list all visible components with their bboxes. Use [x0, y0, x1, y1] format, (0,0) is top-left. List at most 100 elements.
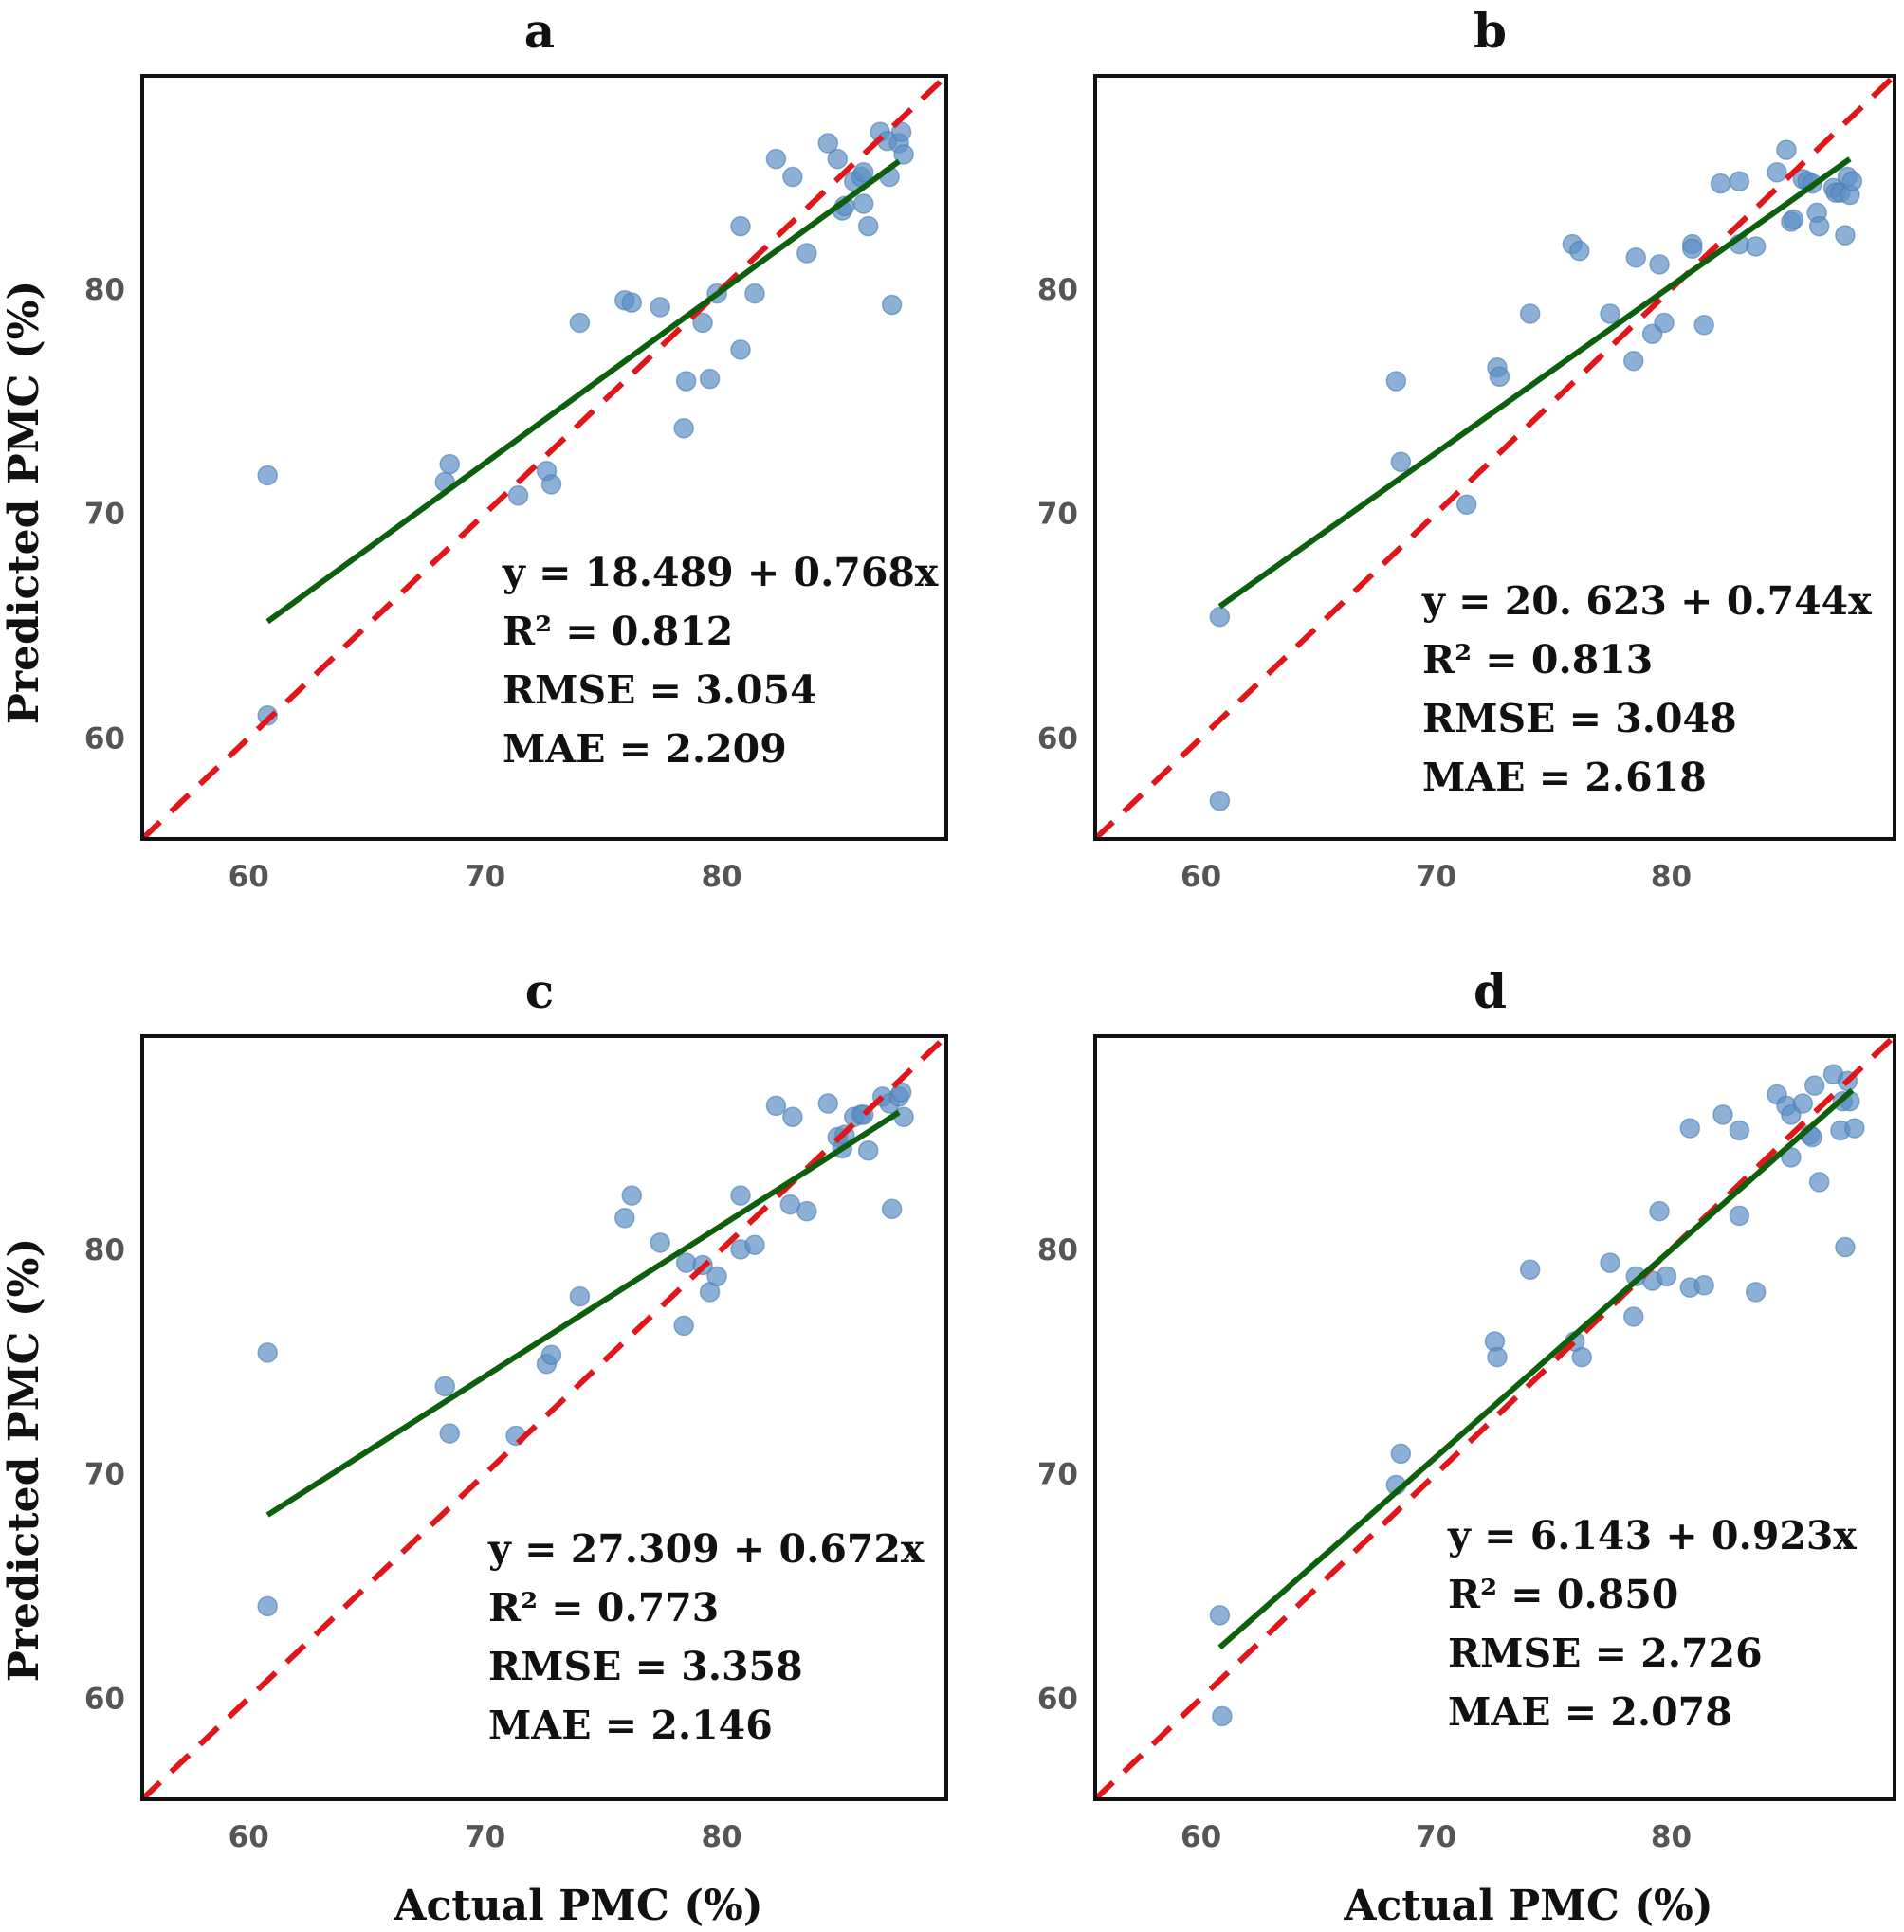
- panel-a-stat-1: R² = 0.812: [503, 609, 733, 654]
- panel-b-point-23: [1767, 162, 1787, 183]
- panel-d-plot-area: [1095, 1036, 1895, 1799]
- panel-d-point-18: [1712, 1104, 1733, 1125]
- panel-c-x-tick-70: 70: [465, 1820, 505, 1854]
- panel-c-point-19: [765, 1095, 787, 1117]
- panel-d-point-29: [1803, 1075, 1825, 1096]
- panel-a-point-12: [675, 371, 697, 392]
- panel-a-point-34: [881, 294, 903, 316]
- panel-d-y-tick-70: 70: [1037, 1458, 1078, 1492]
- panel-d-point-30: [1808, 1172, 1830, 1193]
- panel-d-point-0: [1209, 1605, 1231, 1626]
- panel-b-y-tick-80: 80: [1037, 273, 1078, 307]
- panel-c-point-18: [744, 1234, 765, 1255]
- panel-b: b 60 70 80 60 70 80 y = 20. 623 + 0.744x R² = 0.…: [1037, 3, 1896, 894]
- panel-b-stat-3: MAE = 2.618: [1422, 755, 1707, 800]
- panel-b-fit-line: [1217, 156, 1852, 610]
- panel-b-point-2: [1385, 371, 1407, 392]
- panel-a-x-tick-60: 60: [229, 860, 269, 894]
- panel-c-point-21: [782, 1106, 803, 1127]
- panel-a-point-10: [650, 297, 670, 318]
- panel-d-stat-2: RMSE = 2.726: [1448, 1631, 1763, 1676]
- panel-b-stat-1: R² = 0.813: [1422, 637, 1653, 683]
- panel-b-point-17: [1682, 238, 1703, 260]
- panel-b-point-24: [1776, 139, 1797, 160]
- panel-d-point-14: [1656, 1266, 1677, 1287]
- panel-b-point-12: [1625, 247, 1647, 268]
- panel-a-point-23: [827, 148, 849, 170]
- panel-a-stat-0: y = 18.489 + 0.768x: [502, 550, 939, 595]
- y-axis-title-top: Predicted PMC (%): [0, 281, 48, 725]
- panel-a-stat-3: MAE = 2.209: [503, 726, 787, 772]
- panel-c-point-17: [730, 1185, 751, 1206]
- y-axis-title-bottom: Predicted PMC (%): [0, 1238, 48, 1683]
- x-axis-title-left: Actual PMC (%): [393, 1882, 762, 1930]
- panel-a-point-29: [852, 193, 874, 214]
- panel-b-stat-2: RMSE = 3.048: [1422, 696, 1737, 741]
- panel-a-point-6: [540, 474, 562, 495]
- panel-b-plot-area: [1095, 76, 1895, 839]
- panel-a-point-13: [692, 312, 713, 334]
- panel-d-point-3: [1390, 1443, 1412, 1465]
- panel-a-point-36: [890, 121, 912, 142]
- panel-a-point-20: [782, 166, 803, 188]
- panel-c-point-35: [890, 1082, 912, 1103]
- panel-c-point-11: [673, 1315, 694, 1337]
- panel-c-point-30: [857, 1140, 879, 1161]
- panel-a-x-tick-80: 80: [701, 860, 741, 894]
- panel-d-x-tick-70: 70: [1416, 1820, 1456, 1854]
- panel-c: c 60 70 80 60 70 80 y = 27.309 + 0.672x R² = 0.7…: [84, 963, 948, 1854]
- panel-a-y-tick-70: 70: [84, 498, 125, 532]
- panel-a-point-17: [730, 339, 751, 360]
- panel-b-y-tick-60: 60: [1037, 721, 1078, 756]
- panel-d-y-tick-60: 60: [1037, 1682, 1078, 1716]
- panel-c-fit-line: [265, 1109, 901, 1518]
- panel-b-point-3: [1390, 451, 1412, 472]
- panel-a-point-37: [893, 144, 914, 165]
- panel-a-y-tick-60: 60: [84, 721, 125, 756]
- panel-a-point-4: [507, 485, 529, 506]
- panel-b-point-15: [1654, 312, 1675, 334]
- panel-d-point-6: [1519, 1259, 1541, 1280]
- panel-d-stat-3: MAE = 2.078: [1448, 1689, 1732, 1735]
- panel-a-point-11: [673, 417, 694, 439]
- panel-b-point-6: [1489, 366, 1510, 388]
- panel-c-y-tick-60: 60: [84, 1682, 125, 1716]
- panel-d-point-9: [1600, 1252, 1620, 1273]
- panel-b-point-35: [1835, 225, 1856, 246]
- panel-d-point-20: [1729, 1205, 1750, 1227]
- panel-c-point-15: [706, 1266, 727, 1287]
- panel-c-point-23: [817, 1093, 839, 1114]
- panel-b-x-tick-70: 70: [1416, 860, 1456, 894]
- panel-d-point-10: [1623, 1306, 1644, 1327]
- panel-d-stat-0: y = 6.143 + 0.923x: [1447, 1513, 1857, 1558]
- panel-b-point-7: [1519, 303, 1541, 324]
- panel-a-y-tick-80: 80: [84, 273, 125, 307]
- panel-c-plot-area: [142, 1036, 946, 1799]
- panel-b-point-31: [1808, 215, 1830, 237]
- panel-d-stat-1: R² = 0.850: [1448, 1572, 1678, 1617]
- panel-a-x-tick-70: 70: [465, 860, 505, 894]
- panel-b-identity-line: [1095, 76, 1895, 839]
- panel-a-title: a: [524, 3, 555, 59]
- panel-a-point-16: [730, 215, 751, 237]
- panel-a-frame: [140, 74, 948, 841]
- panel-a-point-18: [744, 283, 765, 304]
- panel-b-x-tick-60: 60: [1181, 860, 1221, 894]
- panel-c-point-2: [434, 1376, 455, 1397]
- panel-c-stat-3: MAE = 2.146: [488, 1703, 773, 1748]
- panel-d-point-19: [1729, 1120, 1750, 1141]
- panel-a-identity-line: [142, 76, 946, 839]
- panel-c-stat-0: y = 27.309 + 0.672x: [487, 1526, 925, 1572]
- panel-d-identity-line: [1095, 1036, 1895, 1799]
- panel-c-stat-2: RMSE = 3.358: [488, 1644, 803, 1689]
- panel-c-point-8: [614, 1208, 635, 1229]
- panel-b-point-38: [1841, 171, 1863, 192]
- panel-c-point-22: [796, 1200, 817, 1222]
- panel-c-point-7: [569, 1285, 591, 1307]
- panel-a-point-19: [765, 148, 787, 170]
- panel-c-point-9: [621, 1185, 643, 1206]
- panel-d-y-tick-80: 80: [1037, 1233, 1078, 1267]
- panel-b-point-21: [1729, 171, 1750, 192]
- panel-a-point-9: [621, 292, 643, 313]
